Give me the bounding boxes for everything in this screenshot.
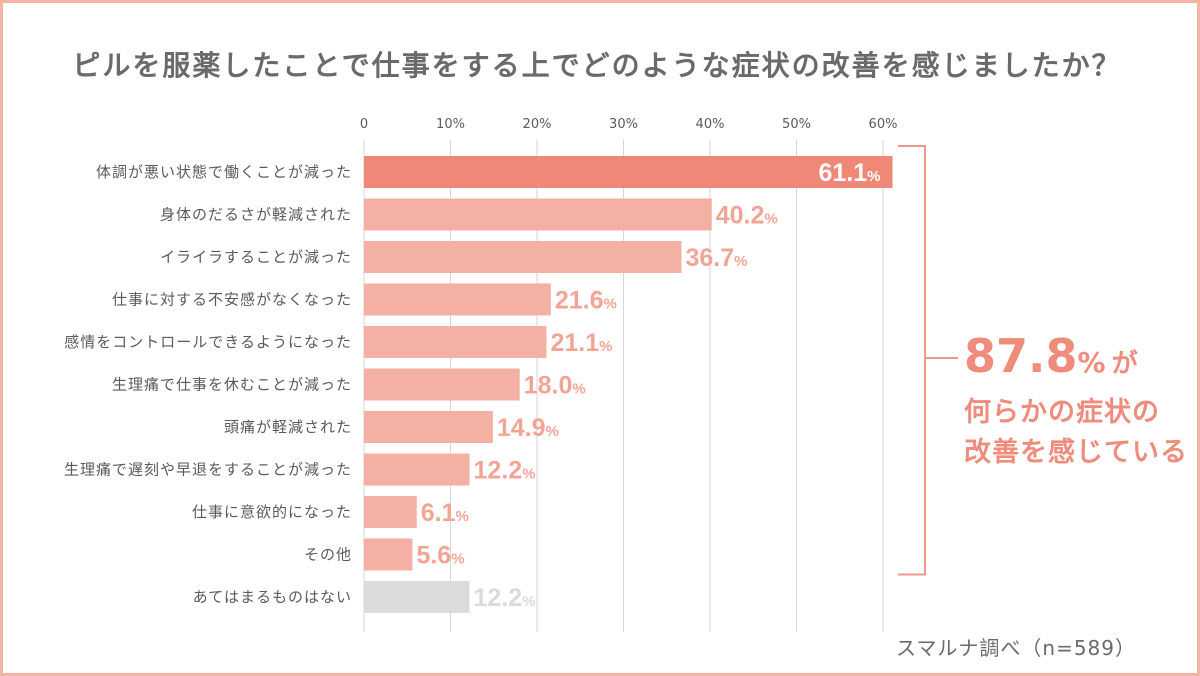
x-tick-label: 30% (609, 117, 638, 132)
bar (364, 368, 520, 401)
bar (364, 496, 417, 528)
summary-bracket (898, 145, 958, 576)
category-label: イライラすることが減った (160, 248, 352, 266)
category-label: 仕事に意欲的になった (192, 503, 352, 521)
value-unit: % (599, 338, 612, 355)
value-number: 5.6 (416, 542, 451, 570)
x-tick-label: 40% (696, 117, 725, 132)
value-number: 40.2 (716, 202, 765, 230)
category-label: 頭痛が軽減された (224, 418, 352, 436)
value-unit: % (867, 168, 880, 185)
bar (364, 411, 493, 443)
x-tick-label: 0 (360, 117, 368, 132)
category-label: あてはまるものはない (193, 588, 352, 606)
value-label: 18.0% (524, 372, 586, 400)
summary-unit: % (1077, 346, 1106, 379)
bar (364, 283, 551, 316)
summary-suffix: が (1111, 349, 1138, 379)
value-label: 12.2% (474, 457, 536, 485)
bar (364, 156, 893, 188)
value-number: 12.2 (474, 457, 523, 485)
value-number: 36.7 (685, 244, 734, 272)
value-label: 21.1% (551, 329, 613, 357)
value-label: 36.7% (685, 244, 747, 272)
value-number: 18.0 (524, 372, 573, 400)
summary-line-3: 改善を感じている (964, 437, 1188, 468)
summary-value: 87.8 (964, 329, 1078, 383)
value-number: 21.6 (555, 287, 604, 315)
value-number: 21.1 (551, 329, 600, 357)
value-label: 14.9% (497, 414, 559, 442)
value-number: 6.1 (421, 499, 456, 527)
bar (364, 198, 712, 231)
category-label: 仕事に対する不安感がなくなった (112, 291, 352, 309)
value-unit: % (546, 423, 559, 440)
bar (364, 581, 470, 613)
value-label: 12.2% (474, 584, 536, 612)
source-note: スマルナ調べ（n=589） (896, 636, 1137, 660)
bar (364, 326, 547, 358)
value-unit: % (734, 253, 747, 270)
x-tick-label: 10% (436, 117, 465, 132)
value-label: 21.6% (555, 287, 617, 315)
category-label: 感情をコントロールできるようになった (64, 333, 352, 351)
value-unit: % (451, 551, 464, 568)
summary-callout: 87.8% が 何らかの症状の 改善を感じている (964, 330, 1194, 473)
value-unit: % (522, 466, 535, 483)
category-label: 体調が悪い状態で働くことが減った (96, 163, 352, 181)
value-label: 40.2% (716, 202, 778, 230)
category-label: 生理痛で仕事を休むことが減った (112, 376, 352, 394)
x-tick-label: 60% (869, 117, 898, 132)
category-label: その他 (304, 546, 352, 564)
value-unit: % (522, 593, 535, 610)
value-number: 14.9 (497, 414, 546, 442)
value-number: 12.2 (474, 584, 523, 612)
value-unit: % (572, 381, 585, 398)
bar (364, 538, 413, 571)
value-label: 6.1% (421, 499, 469, 527)
value-label: 61.1% (818, 159, 880, 187)
chart-title: ピルを服薬したことで仕事をする上でどのような症状の改善を感じましたか？ (72, 49, 1122, 82)
value-number: 61.1 (818, 159, 867, 187)
bar (364, 241, 682, 273)
x-tick-label: 50% (782, 117, 811, 132)
summary-line-2: 何らかの症状の (964, 397, 1160, 428)
bar (364, 453, 470, 486)
x-tick-label: 20% (523, 117, 552, 132)
category-label: 身体のだるさが軽減された (160, 206, 352, 224)
value-label: 5.6% (416, 542, 464, 570)
category-label: 生理痛で遅刻や早退をすることが減った (64, 461, 352, 479)
value-unit: % (604, 296, 617, 313)
value-unit: % (456, 508, 469, 525)
value-unit: % (764, 211, 777, 228)
